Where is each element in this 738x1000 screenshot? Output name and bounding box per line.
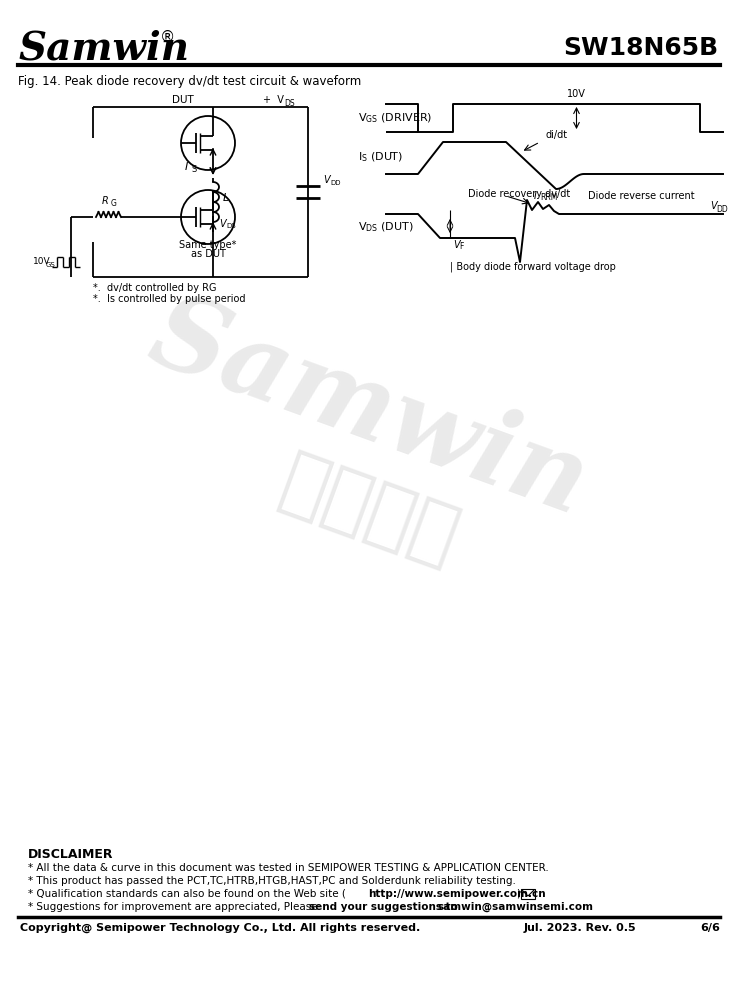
Text: Diode recovery dv/dt: Diode recovery dv/dt — [468, 189, 570, 199]
Text: G: G — [111, 199, 117, 208]
Text: DD: DD — [330, 180, 340, 186]
Text: Samwin: Samwin — [137, 284, 601, 536]
Text: DS: DS — [226, 223, 235, 229]
Text: Diode reverse current: Diode reverse current — [588, 191, 694, 201]
Text: V: V — [323, 175, 330, 185]
Text: V: V — [453, 240, 460, 250]
Text: +  V: + V — [263, 95, 284, 105]
Text: di/dt: di/dt — [546, 130, 568, 140]
Text: 6/6: 6/6 — [700, 923, 720, 933]
Text: Same type*: Same type* — [179, 240, 237, 250]
Text: S: S — [192, 165, 197, 174]
Text: DUT: DUT — [172, 95, 194, 105]
Text: DS: DS — [284, 99, 294, 107]
Text: 10V: 10V — [567, 89, 586, 99]
Text: I: I — [185, 162, 188, 172]
Text: Samwin: Samwin — [18, 29, 189, 67]
Text: *.  dv/dt controlled by RG: *. dv/dt controlled by RG — [93, 283, 216, 293]
Text: as DUT: as DUT — [190, 249, 225, 259]
Text: V$_{\mathregular{GS}}$ (DRIVER): V$_{\mathregular{GS}}$ (DRIVER) — [358, 111, 432, 125]
Text: 内部保密: 内部保密 — [270, 444, 468, 576]
Text: *.  Is controlled by pulse period: *. Is controlled by pulse period — [93, 294, 246, 304]
Text: DD: DD — [716, 205, 728, 214]
Text: R: R — [102, 196, 108, 206]
FancyBboxPatch shape — [521, 889, 535, 899]
Text: GS: GS — [46, 262, 56, 268]
Text: 10V: 10V — [33, 257, 51, 266]
Text: Copyright@ Semipower Technology Co., Ltd. All rights reserved.: Copyright@ Semipower Technology Co., Ltd… — [20, 923, 420, 933]
Text: * Suggestions for improvement are appreciated, Please: * Suggestions for improvement are apprec… — [28, 902, 321, 912]
Text: SW18N65B: SW18N65B — [563, 36, 718, 60]
Text: V: V — [710, 201, 717, 211]
Text: I: I — [534, 191, 537, 201]
Text: L: L — [223, 193, 230, 203]
Text: Jul. 2023. Rev. 0.5: Jul. 2023. Rev. 0.5 — [524, 923, 636, 933]
Text: V$_{\mathregular{DS}}$ (DUT): V$_{\mathregular{DS}}$ (DUT) — [358, 220, 413, 234]
Text: http://www.semipower.com.cn: http://www.semipower.com.cn — [368, 889, 545, 899]
Text: RRM: RRM — [540, 193, 557, 202]
Text: * Qualification standards can also be found on the Web site (: * Qualification standards can also be fo… — [28, 889, 346, 899]
Text: DISCLAIMER: DISCLAIMER — [28, 848, 114, 861]
Text: * This product has passed the PCT,TC,HTRB,HTGB,HAST,PC and Solderdunk reliabilit: * This product has passed the PCT,TC,HTR… — [28, 876, 516, 886]
Text: V: V — [219, 219, 226, 229]
Text: I$_{\mathregular{S}}$ (DUT): I$_{\mathregular{S}}$ (DUT) — [358, 150, 403, 164]
Text: Fig. 14. Peak diode recovery dv/dt test circuit & waveform: Fig. 14. Peak diode recovery dv/dt test … — [18, 76, 361, 89]
Text: samwin@samwinsemi.com: samwin@samwinsemi.com — [437, 902, 593, 912]
Text: ®: ® — [160, 29, 175, 44]
Text: ): ) — [516, 889, 520, 899]
Text: | Body diode forward voltage drop: | Body diode forward voltage drop — [450, 261, 616, 271]
Text: * All the data & curve in this document was tested in SEMIPOWER TESTING & APPLIC: * All the data & curve in this document … — [28, 863, 549, 873]
Text: send your suggestions to: send your suggestions to — [309, 902, 461, 912]
Text: F: F — [459, 242, 463, 251]
